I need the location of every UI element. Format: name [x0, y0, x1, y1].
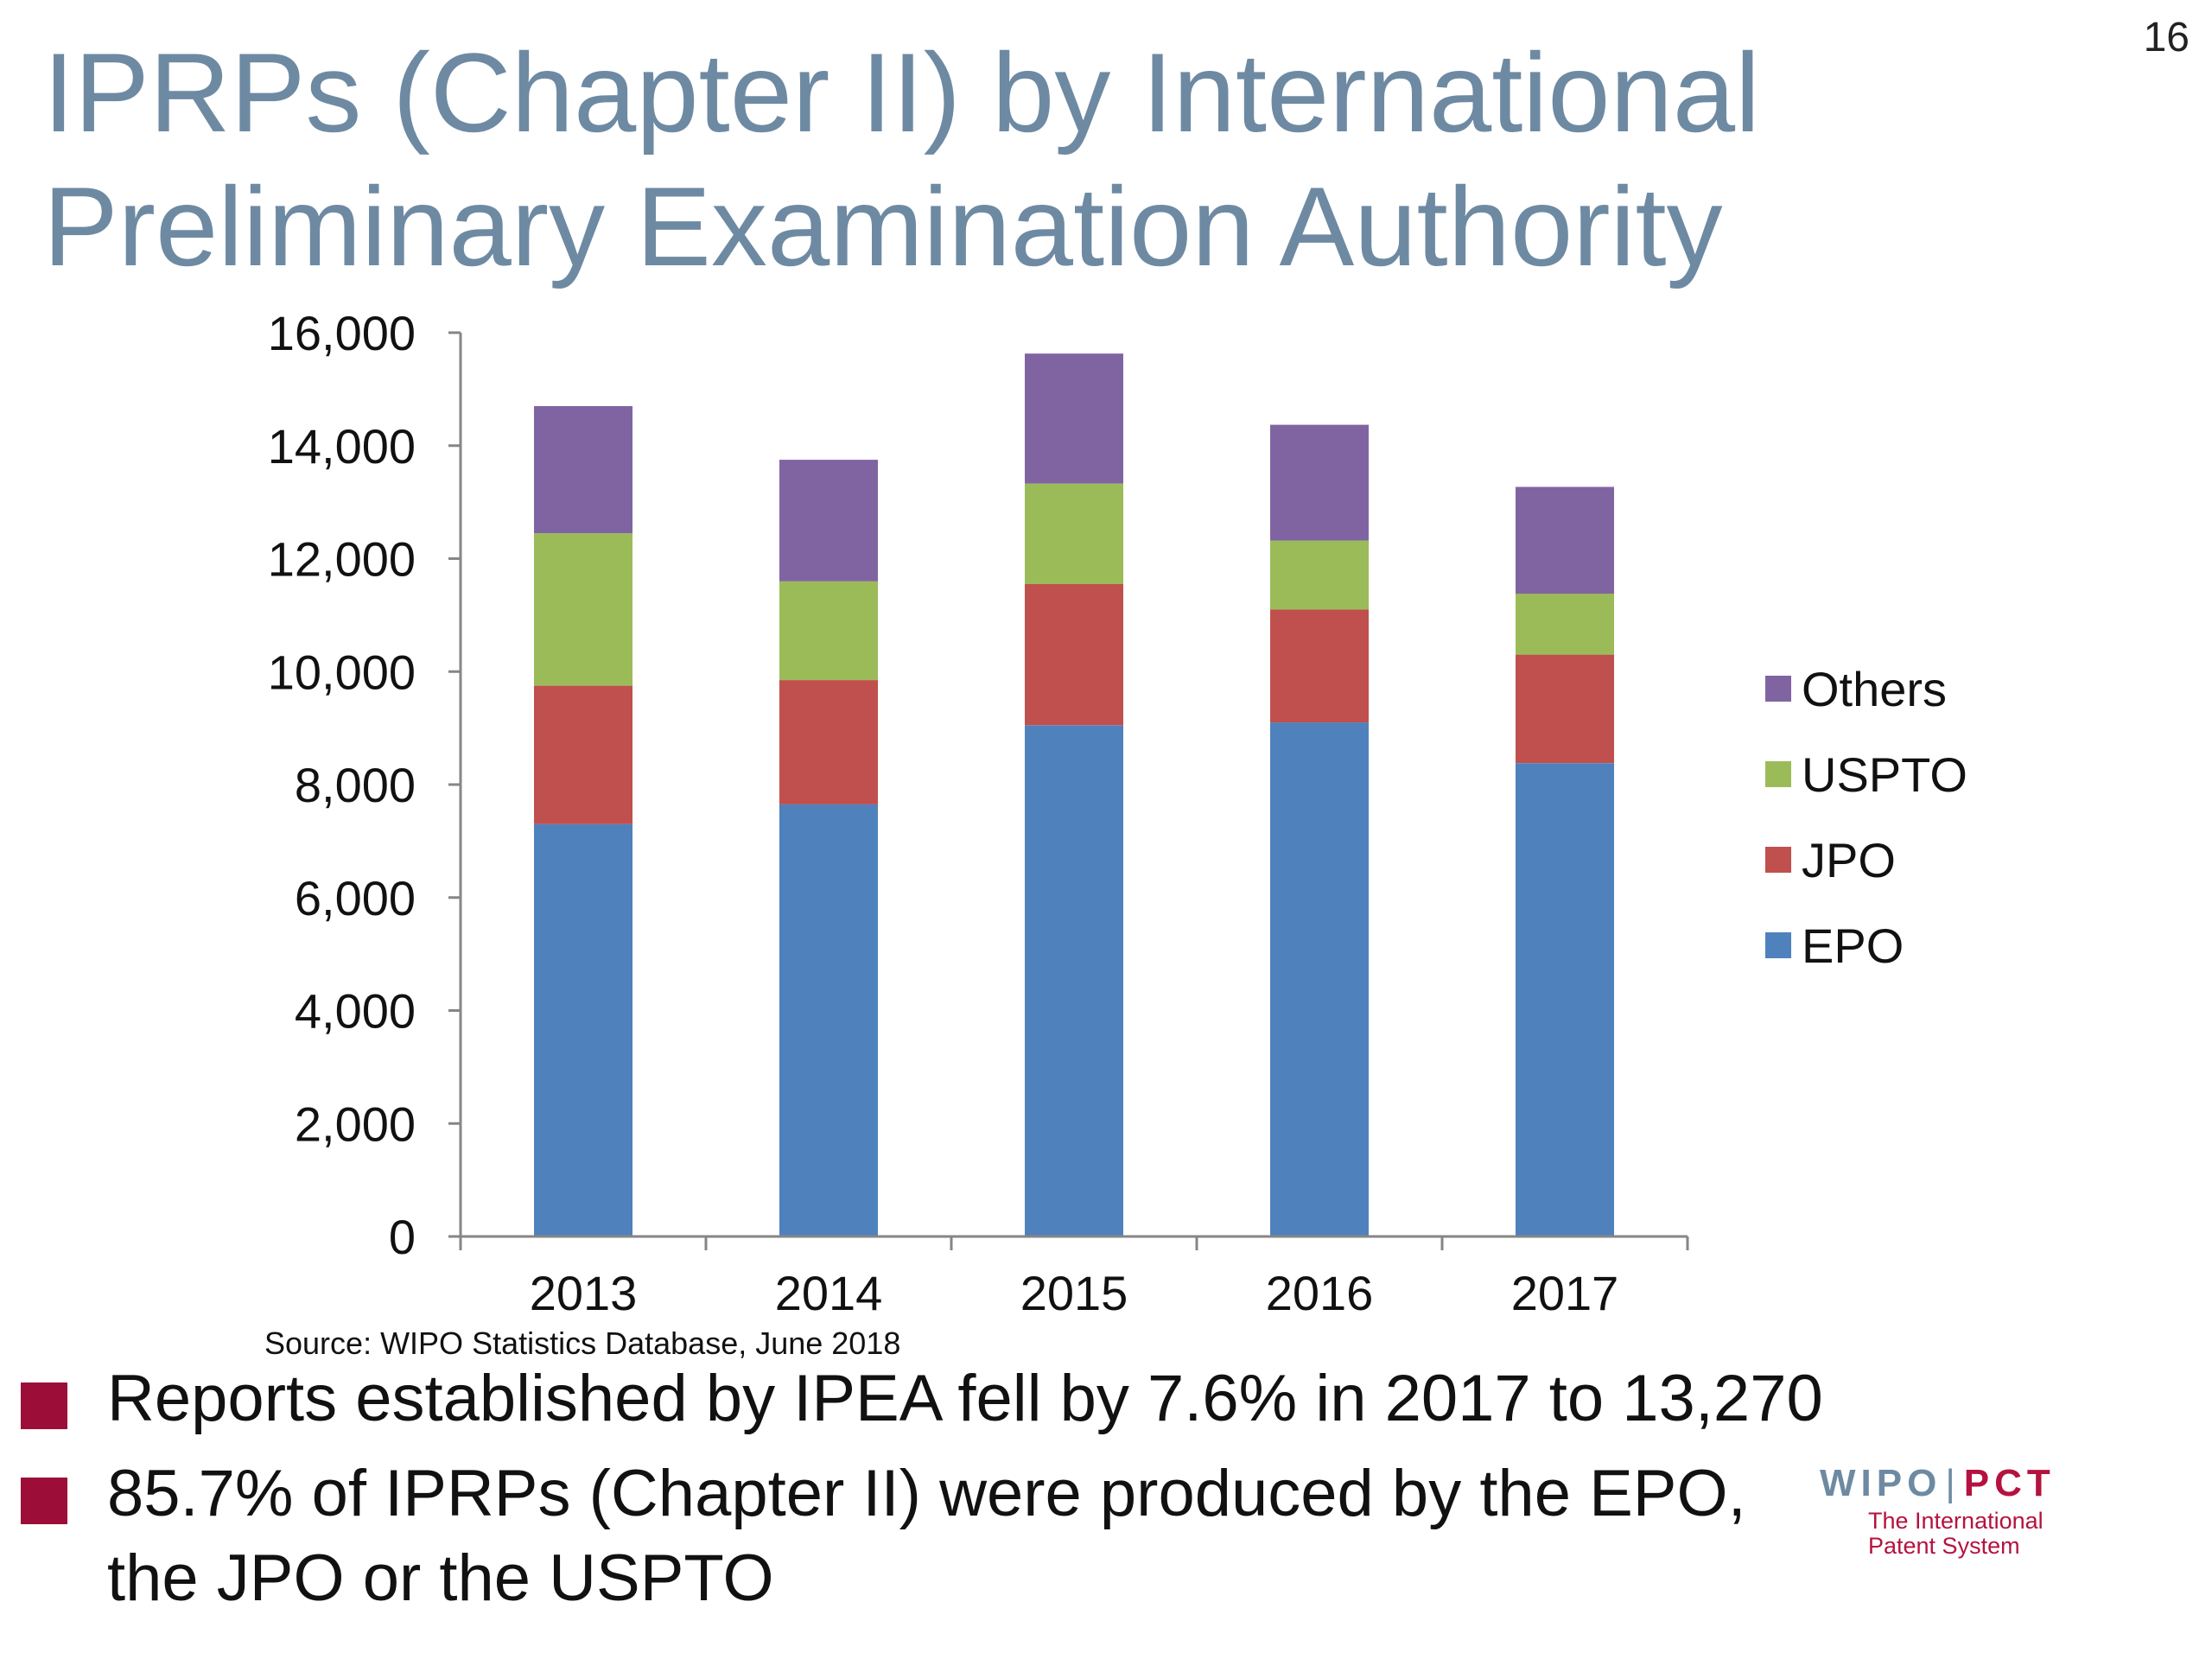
slide-title: IPRPs (Chapter II) by International Prel… — [43, 26, 1944, 294]
legend-swatch-epo — [1765, 932, 1791, 958]
wipo-pct-logo: WIPO|PCT The International Patent System — [1820, 1462, 2113, 1566]
source-note: Source: WIPO Statistics Database, June 2… — [264, 1325, 901, 1361]
bar-segment-others-2017 — [1516, 486, 1614, 594]
chart-axes: 0 2,000 4,000 6,000 8,000 10,000 12,000 14,000 1… — [268, 306, 1689, 1320]
bullet-text-line-1: 85.7% of IPRPs (Chapter II) were produce… — [107, 1457, 1746, 1530]
chart-bars — [534, 353, 1614, 1236]
logo-tagline: The International Patent System — [1868, 1509, 2044, 1559]
legend-swatch-uspto — [1765, 761, 1791, 787]
bar-segment-jpo-2013 — [534, 685, 632, 824]
chart-legend: Others USPTO JPO EPO — [1765, 662, 1967, 973]
bar-segment-epo-2013 — [534, 823, 632, 1236]
bar-segment-jpo-2014 — [779, 680, 878, 804]
bar-segment-epo-2014 — [779, 804, 878, 1236]
logo-tagline-line-1: The International — [1868, 1508, 2044, 1534]
square-bullet-icon — [21, 1478, 67, 1524]
x-tick-label: 2013 — [530, 1266, 638, 1320]
y-tick-label: 6,000 — [295, 871, 416, 925]
y-tick-label: 4,000 — [295, 984, 416, 1039]
bar-segment-jpo-2015 — [1025, 583, 1123, 726]
x-tick-label: 2015 — [1020, 1266, 1128, 1320]
bar-segment-epo-2017 — [1516, 763, 1614, 1236]
legend-swatch-jpo — [1765, 847, 1791, 873]
bar-segment-uspto-2017 — [1516, 594, 1614, 655]
legend-label-uspto: USPTO — [1802, 747, 1967, 802]
bullet-text: Reports established by IPEA fell by 7.6%… — [107, 1362, 1823, 1435]
bar-segment-others-2015 — [1025, 353, 1123, 484]
slide-number: 16 — [2143, 15, 2190, 60]
y-tick-label: 12,000 — [268, 532, 416, 587]
bar-segment-others-2016 — [1270, 424, 1369, 541]
title-line-1: IPRPs (Chapter II) by International — [43, 29, 1761, 156]
x-tick-label: 2016 — [1266, 1266, 1374, 1320]
bar-segment-uspto-2014 — [779, 581, 878, 680]
bar-segment-jpo-2017 — [1516, 654, 1614, 764]
bar-segment-others-2013 — [534, 406, 632, 534]
y-tick-label: 2,000 — [295, 1096, 416, 1151]
y-tick-label: 14,000 — [268, 419, 416, 474]
logo-wipo-text: WIPO — [1820, 1462, 1942, 1504]
bar-segment-jpo-2016 — [1270, 609, 1369, 723]
bar-segment-uspto-2016 — [1270, 540, 1369, 610]
bar-segment-epo-2016 — [1270, 722, 1369, 1236]
y-tick-label: 0 — [389, 1210, 416, 1264]
legend-label-epo: EPO — [1802, 918, 1904, 973]
bullet-text-line-2: the JPO or the USPTO — [107, 1541, 774, 1615]
legend-swatch-others — [1765, 676, 1791, 702]
x-tick-label: 2014 — [775, 1266, 883, 1320]
y-tick-label: 10,000 — [268, 645, 416, 699]
x-tick-label: 2017 — [1511, 1266, 1619, 1320]
y-tick-label: 16,000 — [268, 306, 416, 360]
square-bullet-icon — [21, 1382, 67, 1429]
logo-brand: WIPO|PCT — [1820, 1462, 2056, 1505]
logo-separator: | — [1945, 1462, 1961, 1504]
logo-tagline-line-2: Patent System — [1868, 1533, 2020, 1559]
bullet-text: 85.7% of IPRPs (Chapter II) were produce… — [107, 1452, 1746, 1621]
y-tick-label: 8,000 — [295, 758, 416, 812]
legend-label-jpo: JPO — [1802, 833, 1896, 887]
title-line-2: Preliminary Examination Authority — [43, 163, 1723, 289]
bar-segment-epo-2015 — [1025, 725, 1123, 1236]
logo-pct-text: PCT — [1963, 1462, 2056, 1504]
bar-segment-others-2014 — [779, 460, 878, 582]
bar-segment-uspto-2013 — [534, 533, 632, 686]
legend-label-others: Others — [1802, 662, 1947, 716]
bar-segment-uspto-2015 — [1025, 483, 1123, 584]
